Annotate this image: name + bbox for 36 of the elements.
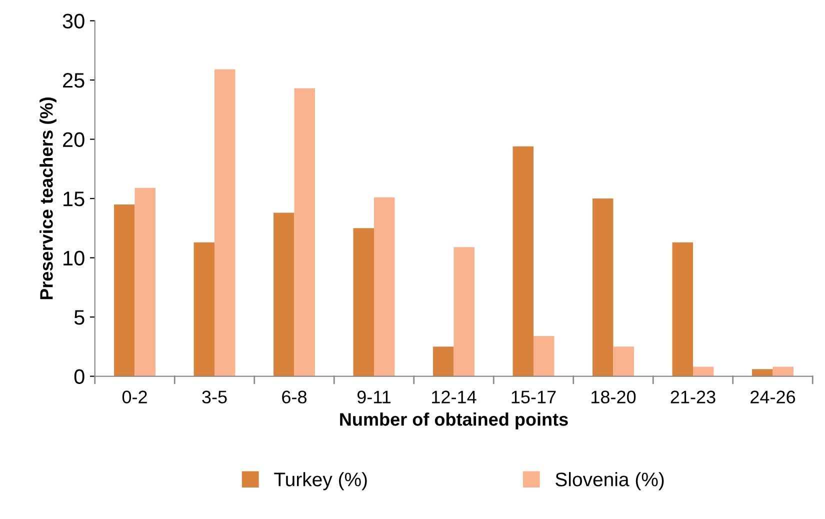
bar [592,198,614,376]
bar [274,212,294,376]
y-tick-label: 30 [62,14,84,29]
x-tick-label: 6-8 [282,390,307,404]
y-tick-label: 5 [74,310,84,325]
y-tick-label: 25 [63,73,84,88]
bar [512,146,534,376]
x-axis-title: Number of obtained points [340,412,568,430]
bar [374,197,395,376]
legend-label: Turkey (%) [274,472,367,490]
x-tick-label: 18-20 [592,390,636,404]
bar [433,346,454,376]
y-tick-label: 15 [64,192,84,206]
y-tick-label: 0 [74,369,84,384]
bar [353,228,374,376]
y-axis-title: Preservice teachers (%) [40,98,56,300]
bar [134,188,156,376]
x-tick-label: 3-5 [202,390,227,404]
x-tick-label: 24-26 [750,390,796,404]
bar [214,69,236,376]
bar [534,336,554,376]
x-tick-label: 21-23 [670,390,716,404]
y-tick-label: 20 [63,132,84,148]
legend-label: Slovenia (%) [556,472,664,490]
x-tick-label: 9-11 [357,390,391,404]
bar [114,204,135,376]
bar [454,247,474,376]
bar [613,346,634,376]
bar [752,369,773,376]
bar [672,242,693,376]
bar [194,242,214,376]
x-tick-label: 12-14 [432,390,476,404]
x-tick-label: 15-17 [512,390,556,404]
y-tick-label: 10 [64,250,84,266]
x-tick-label: 0-2 [122,390,147,404]
bar [294,88,315,376]
